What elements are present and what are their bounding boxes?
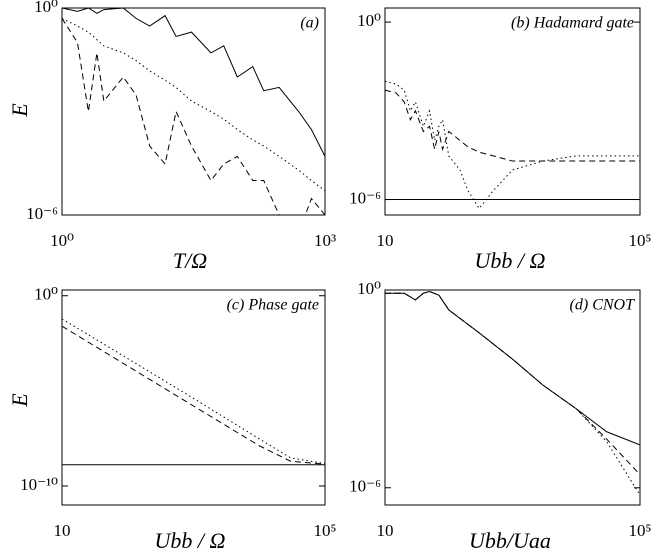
- y-tick-label: 10⁻⁶: [349, 188, 381, 207]
- axes-box: [384, 7, 641, 216]
- axes-box: [61, 7, 326, 216]
- y-tick-label: 10⁻⁶: [26, 204, 58, 223]
- x-tick-label: 10⁵: [629, 231, 652, 250]
- data-line: [385, 290, 640, 496]
- plot-area: [62, 8, 325, 215]
- data-line: [62, 17, 325, 192]
- plot-area: [385, 290, 640, 496]
- y-tick-label: 10⁰: [357, 279, 381, 298]
- data-line: [62, 325, 325, 465]
- panel-title: (b) Hadamard gate: [511, 15, 634, 32]
- x-tick-label: 10: [54, 521, 71, 540]
- panel: 10⁰ 10³ 10⁻⁶ 10⁰ (a) T/Ω E: [7, 0, 336, 273]
- data-line: [62, 18, 325, 215]
- y-tick-label: 10⁻⁶: [349, 477, 381, 496]
- data-line: [385, 80, 640, 210]
- panel-title: (d) CNOT: [570, 297, 636, 314]
- x-axis-label: Ubb / Ω: [155, 528, 226, 553]
- panel: 10 10⁵ 10⁻⁶ 10⁰ (b) Hadamard gate Ubb / Ω: [349, 7, 652, 273]
- data-line: [62, 318, 325, 465]
- x-axis-label: T/Ω: [173, 248, 207, 273]
- plot-area: [62, 318, 325, 466]
- y-axis-label: E: [7, 393, 32, 408]
- y-axis-label: E: [7, 103, 32, 118]
- x-axis-label: Ubb / Ω: [475, 248, 546, 273]
- data-line: [385, 290, 640, 446]
- x-tick-label: 10⁵: [629, 521, 652, 540]
- y-tick-label: 10⁰: [34, 285, 58, 304]
- x-tick-label: 10⁵: [314, 521, 337, 540]
- x-tick-label: 10⁰: [50, 231, 74, 250]
- panel-title: (c) Phase gate: [227, 297, 319, 314]
- x-tick-label: 10: [377, 231, 394, 250]
- panel: 10 10⁵ 10⁻¹⁰ 10⁰ (c) Phase gate Ubb / Ω E: [7, 285, 336, 553]
- data-line: [385, 290, 640, 475]
- y-tick-label: 10⁻¹⁰: [20, 475, 58, 494]
- panel: 10 10⁵ 10⁻⁶ 10⁰ (d) CNOT Ubb/Uaa: [349, 279, 651, 553]
- x-axis-label: Ubb/Uaa: [469, 528, 551, 553]
- data-line: [62, 8, 325, 157]
- y-tick-label: 10⁰: [357, 11, 381, 30]
- y-tick-label: 10⁰: [34, 0, 58, 16]
- panel-title: (a): [300, 15, 319, 32]
- plot-area: [385, 80, 640, 210]
- x-tick-label: 10³: [314, 231, 336, 250]
- axes-box: [61, 289, 326, 506]
- axes-box: [384, 289, 641, 506]
- data-line: [385, 89, 640, 162]
- x-tick-label: 10: [377, 521, 394, 540]
